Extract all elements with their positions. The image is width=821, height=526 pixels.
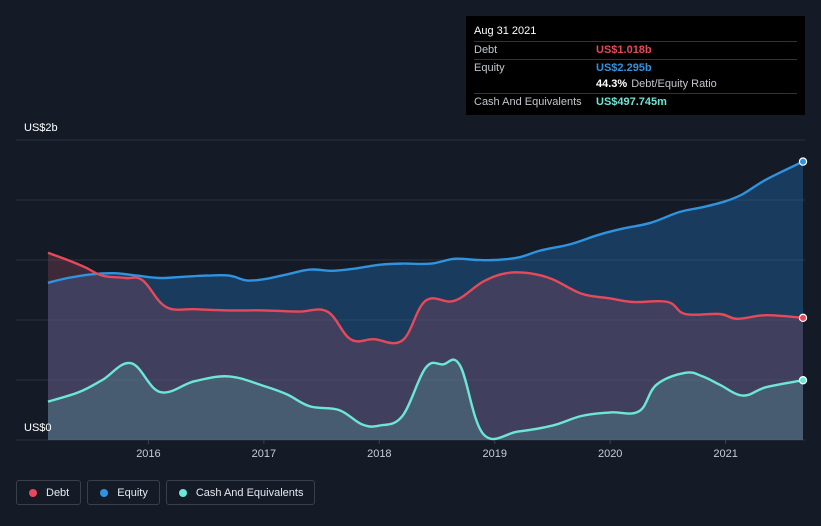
cash-and-equivalents-area bbox=[48, 359, 803, 440]
x-axis-ticks: 2016 2017 2018 2019 2020 2021 bbox=[136, 440, 738, 460]
tooltip-debt-value: US$1.018b bbox=[596, 44, 652, 56]
tooltip-ratio-label: Debt/Equity Ratio bbox=[631, 78, 717, 90]
x-tick-label-2016: 2016 bbox=[136, 448, 160, 460]
legend-cash-label: Cash And Equivalents bbox=[195, 486, 304, 499]
chart-legend: Debt Equity Cash And Equivalents bbox=[16, 480, 316, 507]
tooltip-cash-value: US$497.745m bbox=[596, 95, 667, 108]
legend-equity-label: Equity bbox=[117, 486, 148, 499]
debt-dot-icon bbox=[29, 488, 37, 497]
equity-dot-icon bbox=[100, 488, 109, 497]
debt-line bbox=[47, 251, 804, 345]
series-lines bbox=[47, 160, 804, 441]
tooltip-cash-label: Cash And Equivalents bbox=[474, 95, 582, 108]
tooltip-equity-value: US$2.295b bbox=[596, 61, 652, 74]
grid-lines bbox=[16, 139, 805, 441]
legend-debt-label: Debt bbox=[46, 486, 70, 499]
x-tick-label-2021: 2021 bbox=[713, 448, 737, 460]
y-axis-label-top: US$2b bbox=[24, 122, 58, 134]
tooltip-date: Aug 31 2021 bbox=[474, 25, 537, 37]
tooltip-debt-label: Debt bbox=[474, 44, 498, 56]
legend-item-equity[interactable]: Equity bbox=[87, 480, 160, 505]
cash-and-equivalents-end-marker bbox=[798, 376, 808, 385]
tooltip-cash-row: Cash And Equivalents US$497.745m bbox=[474, 92, 797, 111]
tooltip-ratio-value: 44.3% bbox=[596, 78, 628, 90]
equity-line bbox=[47, 160, 804, 284]
legend-item-debt[interactable]: Debt bbox=[16, 480, 82, 505]
tooltip-debt-row: Debt US$1.018b bbox=[474, 41, 797, 59]
legend-item-cash[interactable]: Cash And Equivalents bbox=[165, 480, 316, 505]
y-axis-label-bottom: US$0 bbox=[24, 422, 52, 434]
cash-and-equivalents-line bbox=[47, 358, 804, 441]
data-tooltip: Aug 31 2021 Debt US$1.018b Equity US$2.2… bbox=[466, 16, 805, 115]
tooltip-ratio-row: 44.3% Debt/Equity Ratio bbox=[474, 76, 797, 93]
x-tick-label-2018: 2018 bbox=[367, 448, 391, 460]
x-tick-label-2019: 2019 bbox=[483, 448, 507, 460]
x-tick-label-2020: 2020 bbox=[598, 448, 622, 460]
debt-end-marker bbox=[798, 313, 808, 323]
equity-end-marker bbox=[798, 157, 808, 166]
tooltip-equity-label: Equity bbox=[474, 61, 505, 74]
end-markers bbox=[798, 157, 808, 385]
cash-dot-icon bbox=[178, 488, 187, 497]
tooltip-equity-row: Equity US$2.295b bbox=[474, 58, 797, 77]
x-tick-label-2017: 2017 bbox=[252, 448, 276, 460]
